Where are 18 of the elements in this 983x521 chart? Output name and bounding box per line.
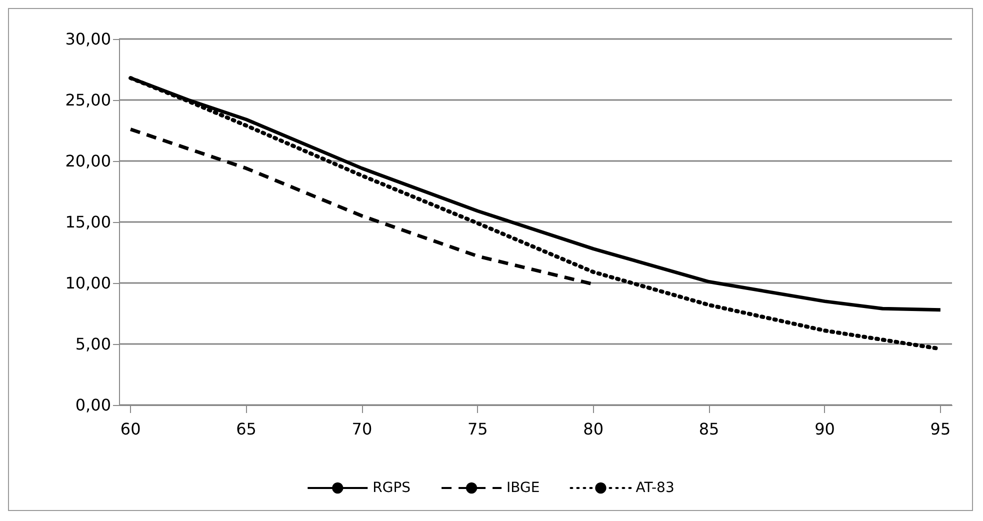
x-tick-label: 85 (698, 420, 720, 438)
x-tick-label: 60 (120, 420, 141, 438)
legend-label: RGPS (372, 480, 411, 496)
x-tick-label: 65 (236, 420, 256, 438)
x-tick-label: 95 (930, 420, 951, 438)
y-tick-label: 0,00 (75, 396, 111, 414)
y-tick-label: 30,00 (65, 30, 111, 48)
y-tick-label: 20,00 (65, 152, 111, 170)
legend-label: IBGE (506, 480, 540, 496)
y-tick-label: 5,00 (75, 334, 111, 354)
y-tick-label: 10,00 (65, 274, 111, 292)
x-tick-label: 70 (352, 420, 372, 438)
x-tick-label: 90 (814, 420, 835, 438)
x-tick-label: 80 (583, 420, 604, 438)
x-tick-label: 75 (467, 420, 488, 438)
y-tick-label: 15,00 (65, 212, 111, 232)
y-tick-label: 25,00 (65, 90, 111, 110)
legend-label: AT-83 (636, 480, 674, 496)
